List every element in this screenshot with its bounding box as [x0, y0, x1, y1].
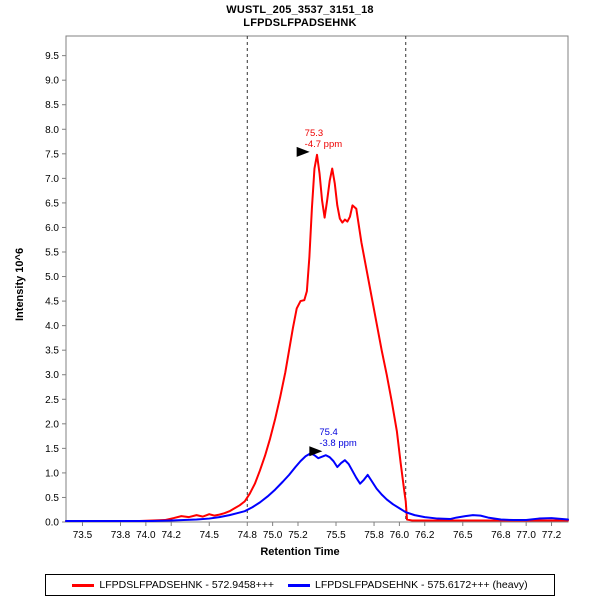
- y-tick-label: 5.5: [45, 248, 59, 259]
- x-tick-label: 76.5: [453, 530, 473, 541]
- y-tick-label: 4.5: [45, 297, 59, 308]
- light-apex-marker-icon: [296, 146, 310, 157]
- chart-title-run: WUSTL_205_3537_3151_18: [226, 4, 374, 16]
- light-peak-rt: 75.3: [304, 127, 324, 139]
- heavy-peak-rt: 75.4: [319, 427, 338, 439]
- x-tick-label: 77.2: [542, 530, 562, 541]
- y-tick-label: 3.5: [45, 346, 59, 357]
- light-trace: [65, 153, 569, 523]
- x-tick-label: 77.0: [516, 530, 536, 541]
- heavy-peak-annotation: 75.4 -3.8 ppm: [319, 427, 357, 449]
- y-tick-label: 6.0: [45, 223, 59, 234]
- y-tick-label: 8.0: [45, 125, 59, 136]
- x-tick-label: 76.2: [415, 530, 435, 541]
- heavy-trace: [65, 452, 569, 523]
- legend-label-light: LFPDSLFPADSEHNK - 572.9458+++: [99, 579, 275, 591]
- y-tick-label: 0.5: [45, 493, 59, 504]
- x-tick-label: 74.2: [161, 530, 181, 541]
- plot-frame: [65, 35, 569, 523]
- y-tick-label: 0.0: [45, 518, 59, 529]
- x-tick-label: 75.0: [263, 530, 283, 541]
- x-tick-label: 73.8: [111, 530, 131, 541]
- x-tick-label: 74.5: [200, 530, 220, 541]
- y-tick-label: 9.0: [45, 76, 59, 87]
- x-tick-label: 76.0: [390, 530, 410, 541]
- chart-title-peptide: LFPDSLFPADSEHNK: [243, 17, 357, 29]
- y-tick-label: 3.0: [45, 370, 59, 381]
- x-tick-label: 75.2: [288, 530, 308, 541]
- y-tick-label: 8.5: [45, 100, 59, 111]
- x-tick-label: 75.8: [364, 530, 384, 541]
- y-tick-label: 7.0: [45, 174, 59, 185]
- y-tick-label: 2.5: [45, 395, 59, 406]
- x-tick-label: 74.0: [136, 530, 156, 541]
- legend-item-light[interactable]: LFPDSLFPADSEHNK - 572.9458+++: [72, 579, 274, 591]
- y-tick-label: 7.5: [45, 149, 59, 160]
- x-tick-label: 76.8: [491, 530, 511, 541]
- light-peak-ppm: -4.7 ppm: [304, 138, 343, 150]
- legend-color-swatch-heavy: [288, 583, 311, 587]
- legend-label-heavy: LFPDSLFPADSEHNK - 575.6172+++ (heavy): [315, 579, 528, 591]
- chart-legend: LFPDSLFPADSEHNK - 572.9458+++ LFPDSLFPAD…: [45, 574, 555, 596]
- y-tick-label: 2.0: [45, 419, 59, 430]
- x-axis-title: Retention Time: [260, 546, 340, 558]
- y-tick-label: 1.5: [45, 444, 59, 455]
- heavy-apex-marker-icon: [309, 446, 323, 457]
- legend-color-swatch-light: [72, 583, 95, 587]
- y-tick-label: 9.5: [45, 51, 59, 62]
- light-peak-annotation: 75.3 -4.7 ppm: [305, 128, 343, 150]
- x-tick-label: 75.5: [326, 530, 346, 541]
- y-tick-label: 4.0: [45, 321, 59, 332]
- heavy-peak-ppm: -3.8 ppm: [319, 438, 357, 450]
- chart-title-block: WUSTL_205_3537_3151_18 LFPDSLFPADSEHNK: [0, 4, 600, 30]
- x-tick-label: 74.8: [238, 530, 258, 541]
- x-tick-label: 73.5: [73, 530, 93, 541]
- y-tick-label: 6.5: [45, 198, 59, 209]
- y-tick-label: 5.0: [45, 272, 59, 283]
- legend-item-heavy[interactable]: LFPDSLFPADSEHNK - 575.6172+++ (heavy): [288, 579, 528, 591]
- y-tick-label: 1.0: [45, 468, 59, 479]
